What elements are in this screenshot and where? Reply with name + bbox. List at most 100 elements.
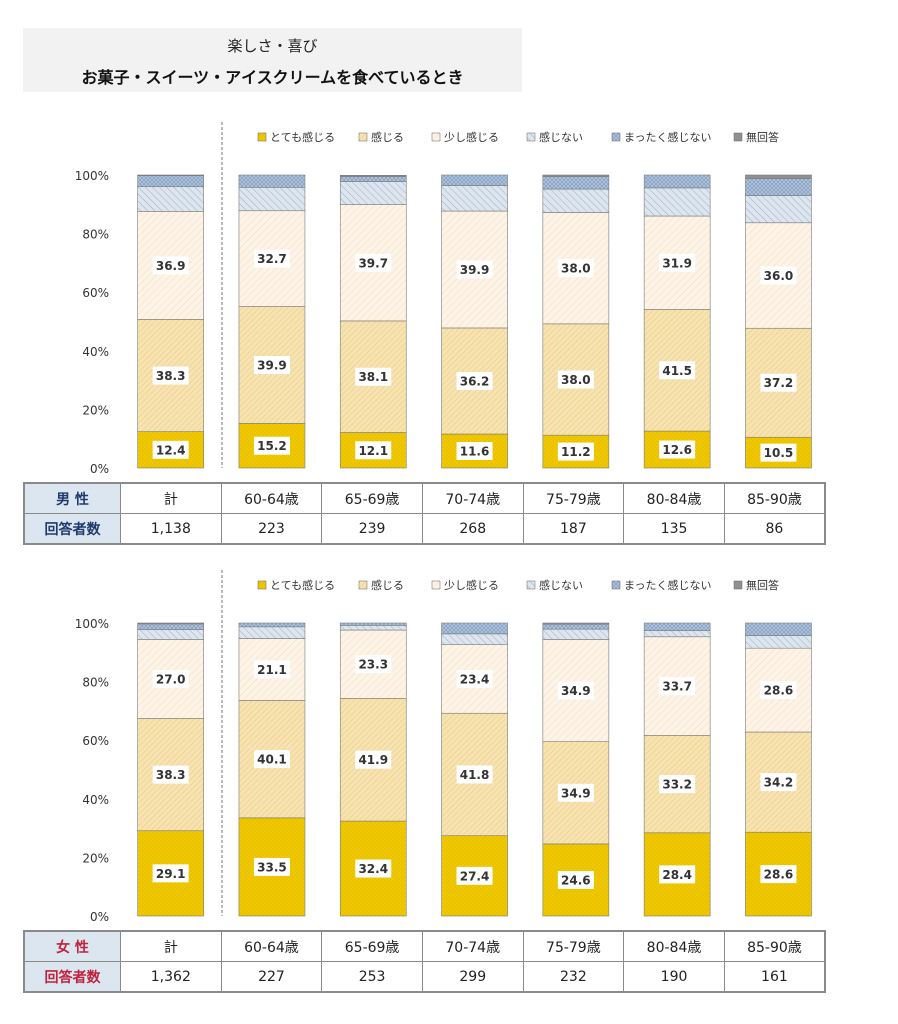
data-label-bg	[152, 864, 189, 883]
data-label: 34.2	[764, 776, 794, 790]
bar-segment-not-feel	[643, 630, 711, 638]
y-tick-label: 100%	[75, 169, 109, 183]
bar-segment-not-feel	[441, 633, 508, 645]
data-label-bg	[557, 783, 594, 802]
count-cell: 268	[421, 513, 524, 545]
bar-stack-4: 11.2 38.0 38.0	[542, 174, 610, 469]
age-group-label: 65-69歳	[321, 482, 423, 514]
data-label: 38.0	[561, 262, 591, 276]
bar-stack-4: 24.6 34.9 34.9	[542, 622, 610, 917]
table-row: 男 性 計 60-64歳 65-69歳 70-74歳 75-79歳 80-84歳…	[23, 482, 826, 514]
data-label: 34.9	[561, 684, 591, 698]
legend-label-very-strong: とても感じる	[270, 131, 335, 144]
count-cell: 232	[522, 961, 625, 993]
bar-segment-not-feel	[339, 181, 407, 205]
bar-stack-2: 32.4 41.9 23.3	[339, 622, 407, 917]
data-label-bg	[760, 773, 797, 792]
data-label: 39.7	[358, 256, 388, 270]
y-tick-label: 0%	[90, 462, 109, 476]
y-tick-label: 40%	[82, 793, 109, 807]
bar-segment-not-feel	[339, 625, 407, 631]
data-label-bg	[557, 259, 594, 278]
legend-label-feel: 感じる	[371, 579, 404, 592]
data-label: 41.8	[460, 768, 490, 782]
age-group-label: 75-79歳	[522, 482, 625, 514]
data-label: 10.5	[764, 446, 794, 460]
data-label: 11.6	[460, 445, 490, 459]
data-label: 41.5	[662, 364, 692, 378]
bar-segment-feel	[339, 320, 407, 433]
bar-segment-no-answer	[542, 174, 610, 177]
table-row: 女 性 計 60-64歳 65-69歳 70-74歳 75-79歳 80-84歳…	[23, 930, 826, 962]
data-label-bg	[456, 866, 493, 885]
data-label: 28.4	[662, 868, 692, 882]
bar-segment-never	[339, 176, 407, 182]
bar-segment-never	[441, 174, 508, 186]
legend-swatch-no-answer	[733, 580, 743, 590]
data-label: 32.4	[358, 862, 388, 876]
data-label-bg	[355, 441, 392, 460]
legend-swatch-feel	[358, 132, 368, 142]
count-cell: 253	[321, 961, 423, 993]
data-label: 34.9	[561, 786, 591, 800]
respondents-header: 回答者数	[23, 961, 121, 993]
bar-segment-not-feel	[238, 187, 306, 212]
legend-label-not-feel: 感じない	[539, 131, 583, 144]
data-label: 38.3	[156, 768, 186, 782]
data-label: 28.6	[764, 868, 794, 882]
legend-swatch-very-strong	[257, 580, 267, 590]
title-box: 楽しさ・喜び お菓子・スイーツ・アイスクリームを食べているとき	[23, 28, 522, 92]
data-label-bg	[355, 750, 392, 769]
total-label: 計	[120, 482, 222, 514]
count-cell: 227	[220, 961, 323, 993]
bar-segment-never	[542, 176, 610, 190]
bar-segment-no-answer	[745, 174, 812, 179]
count-cell: 135	[623, 513, 725, 545]
bar-stack-6: 10.5 37.2 36.0	[745, 174, 812, 469]
count-cell: 187	[522, 513, 625, 545]
data-label-bg	[659, 775, 696, 794]
data-label: 21.1	[257, 663, 287, 677]
data-label-bg	[760, 443, 797, 462]
y-tick-label: 60%	[82, 286, 109, 300]
title-line1: 楽しさ・喜び	[227, 37, 318, 55]
legend-swatch-no-answer	[733, 132, 743, 142]
count-cell: 190	[623, 961, 725, 993]
age-group-label: 70-74歳	[421, 482, 524, 514]
data-label-bg	[760, 681, 797, 700]
bar-segment-very-strong	[441, 835, 508, 917]
data-label: 39.9	[257, 359, 287, 373]
count-cell: 86	[723, 513, 826, 545]
data-label: 36.0	[764, 269, 794, 283]
bar-stack-5: 12.6 41.5 31.9	[643, 174, 711, 469]
bar-stack-0: 12.4 38.3 36.9	[137, 174, 204, 469]
legend-swatch-not-feel	[526, 132, 536, 142]
data-label-bg	[253, 857, 290, 876]
y-tick-label: 80%	[82, 228, 109, 242]
data-label-bg	[152, 366, 189, 385]
data-label-bg	[760, 373, 797, 392]
data-label: 23.3	[358, 658, 388, 672]
bar-segment-never	[745, 622, 812, 636]
data-label-bg	[152, 765, 189, 784]
bar-segment-never	[745, 178, 812, 196]
bar-segment-never	[643, 174, 711, 189]
age-group-label: 85-90歳	[723, 930, 826, 962]
total-label: 計	[120, 930, 222, 962]
bar-segment-never	[643, 622, 711, 631]
legend-swatch-never	[611, 580, 621, 590]
bar-segment-not-feel	[238, 626, 306, 639]
age-group-label: 80-84歳	[623, 930, 725, 962]
data-label: 15.2	[257, 439, 287, 453]
total-count: 1,362	[120, 961, 222, 993]
title-line2: お菓子・スイーツ・アイスクリームを食べているとき	[81, 68, 464, 87]
data-label-bg	[253, 356, 290, 375]
data-label-bg	[355, 859, 392, 878]
bar-stack-3: 27.4 41.8 23.4	[441, 622, 508, 917]
bar-segment-not-feel	[745, 635, 812, 649]
bar-segment-never	[137, 623, 204, 630]
gender-header: 男 性	[23, 482, 121, 514]
data-label-bg	[456, 442, 493, 461]
data-label-bg	[456, 765, 493, 784]
bar-segment-not-feel	[542, 628, 610, 640]
